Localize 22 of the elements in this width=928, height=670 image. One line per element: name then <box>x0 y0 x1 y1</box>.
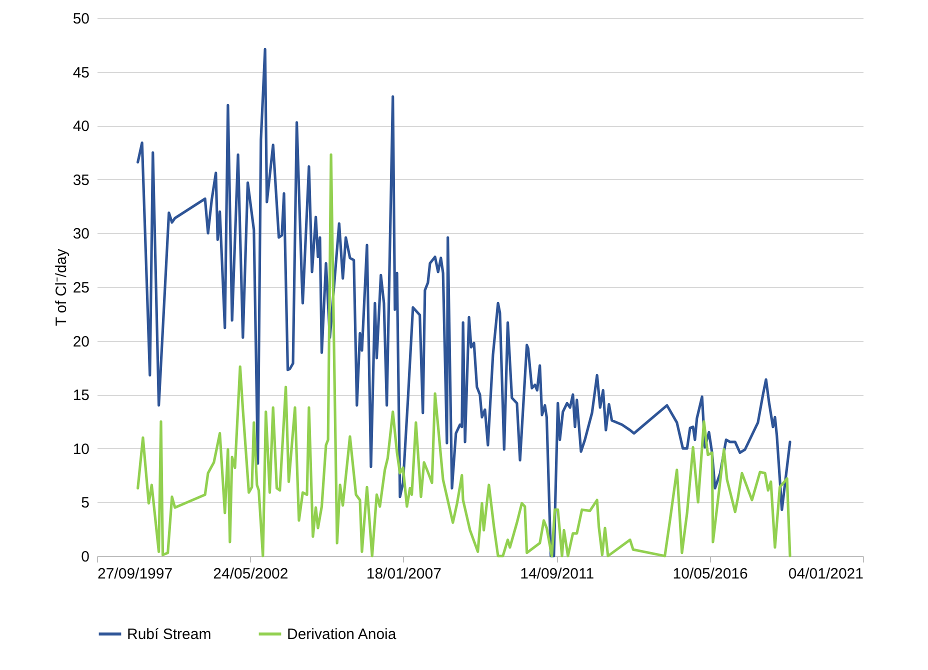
y-tick-label: 10 <box>72 440 90 458</box>
y-tick-label: 30 <box>72 226 90 243</box>
y-axis-title: T of Cl⁻/day <box>52 248 70 326</box>
y-tick-label: 35 <box>72 172 90 189</box>
legend-label: Rubí Stream <box>127 626 212 643</box>
y-tick-label: 25 <box>72 280 90 296</box>
legend-label: Derivation Anoia <box>287 626 397 643</box>
y-tick-label: 40 <box>72 118 90 136</box>
x-tick-label: 18/01/2007 <box>366 566 442 582</box>
x-tick-label: 10/05/2016 <box>672 566 748 582</box>
line-series <box>136 48 792 558</box>
y-tick-label: 50 <box>72 10 90 28</box>
y-tick-label: 45 <box>72 64 90 82</box>
x-tick-label: 04/01/2021 <box>788 566 864 582</box>
y-tick-label: 20 <box>72 333 90 350</box>
line-series <box>136 153 792 558</box>
x-tick-label: 27/09/1997 <box>98 566 173 582</box>
y-tick-label: 0 <box>81 548 90 566</box>
y-tick-label: 15 <box>72 387 90 404</box>
y-tick-label: 5 <box>81 494 90 512</box>
x-tick-label: 24/05/2002 <box>213 566 288 582</box>
x-tick-label: 14/09/2011 <box>520 566 594 582</box>
